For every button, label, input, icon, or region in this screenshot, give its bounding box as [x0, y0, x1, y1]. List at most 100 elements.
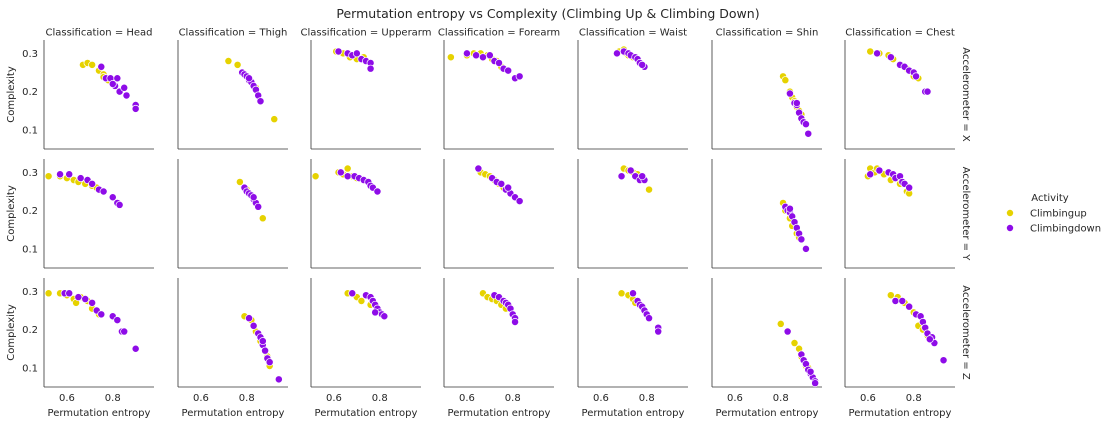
panel-r0-c5: Classification = Shin: [711, 28, 822, 150]
point-climbingdown: [97, 62, 106, 71]
x-tick-label: 0.8: [505, 393, 521, 404]
point-climbingdown: [925, 335, 934, 344]
point-climbingdown: [875, 166, 884, 175]
point-climbingdown: [99, 187, 108, 196]
point-climbingdown: [65, 289, 74, 298]
point-climbingup: [790, 339, 799, 347]
point-climbingdown: [497, 179, 506, 188]
point-climbingdown: [371, 308, 380, 317]
chart-title: Permutation entropy vs Complexity (Climb…: [336, 6, 759, 21]
legend-title: Activity: [1031, 193, 1068, 204]
point-climbingdown: [797, 235, 806, 244]
point-climbingup: [776, 319, 785, 328]
panel-r0-c6: Classification = Chest Accelerometer = X: [844, 28, 971, 150]
point-climbingdown: [76, 174, 85, 183]
point-climbingdown: [274, 375, 283, 384]
point-climbingdown: [495, 58, 503, 67]
row-title: Accelerometer = X: [960, 47, 971, 142]
point-climbingdown: [81, 295, 90, 303]
x-axis-label: Permutation entropy: [315, 408, 418, 419]
y-tick-label: 0.3: [22, 168, 38, 179]
point-climbingdown: [866, 170, 875, 179]
point-climbingdown: [88, 298, 97, 307]
panel-r0-c3: Classification = Forearm: [438, 28, 560, 150]
point-climbingup: [781, 76, 790, 85]
point-climbingup: [617, 289, 626, 298]
point-climbingdown: [462, 49, 471, 58]
point-climbingup: [224, 57, 233, 65]
y-tick-label: 0.3: [22, 49, 38, 60]
x-tick-label: 0.8: [906, 393, 922, 404]
x-axis-label: Permutation entropy: [182, 408, 285, 419]
point-climbingdown: [802, 120, 810, 129]
x-axis-label: Permutation entropy: [582, 408, 685, 419]
y-tick-label: 0.2: [22, 87, 38, 98]
panel-r0-c4: Classification = Waist: [577, 28, 688, 150]
x-tick-label: 0.6: [459, 393, 475, 404]
point-climbingdown: [131, 344, 140, 353]
x-tick-label: 0.8: [639, 393, 655, 404]
x-tick-label: 0.6: [193, 393, 209, 404]
row-title: Accelerometer = Z: [960, 285, 971, 380]
point-climbingup: [446, 53, 455, 62]
point-climbingdown: [56, 170, 64, 179]
point-climbingdown: [97, 310, 106, 319]
panel-r0-c0: Classification = Head 0.1 0.2 0.3 Complexity: [6, 28, 154, 150]
column-title: Classification = Forearm: [438, 28, 560, 39]
point-climbingdown: [65, 170, 74, 179]
point-climbingdown: [122, 91, 131, 100]
point-climbingdown: [249, 193, 258, 202]
column-title: Classification = Thigh: [179, 28, 288, 39]
row-title: Accelerometer = Y: [960, 167, 971, 262]
point-climbingdown: [348, 289, 357, 298]
point-climbingdown: [638, 60, 647, 69]
point-climbingdown: [898, 296, 907, 305]
point-climbingdown: [336, 168, 345, 177]
x-tick-label: 0.8: [773, 393, 789, 404]
panel-r2-c5: 0.6 0.8 Permutation entropy: [711, 278, 822, 419]
point-climbingdown: [115, 200, 124, 209]
column-title: Classification = Chest: [845, 28, 955, 39]
x-tick-label: 0.6: [326, 393, 342, 404]
x-tick-label: 0.8: [372, 393, 388, 404]
point-climbingup: [311, 172, 320, 181]
point-climbingdown: [261, 346, 270, 355]
point-climbingdown: [802, 244, 810, 253]
point-climbingup: [233, 60, 242, 69]
point-climbingdown: [783, 327, 792, 336]
panel-r1-c4: [577, 159, 688, 269]
point-climbingdown: [638, 172, 647, 181]
point-climbingup: [258, 214, 267, 223]
legend-marker-climbingup: [1006, 208, 1015, 217]
point-climbingdown: [939, 356, 948, 365]
panel-r1-c5: [711, 159, 822, 269]
panel-r2-c1: 0.6 0.8 Permutation entropy: [177, 278, 288, 419]
x-axis-label: Permutation entropy: [716, 408, 819, 419]
point-climbingdown: [504, 66, 513, 75]
panel-r1-c0: 0.1 0.2 0.3 Complexity: [6, 159, 154, 269]
y-axis-label: Complexity: [6, 185, 17, 242]
point-climbingdown: [785, 89, 794, 98]
panel-r1-c2: [310, 159, 421, 269]
point-climbingdown: [131, 104, 140, 113]
point-climbingdown: [515, 72, 524, 81]
y-tick-label: 0.1: [22, 125, 38, 136]
point-climbingdown: [654, 327, 663, 336]
point-climbingdown: [249, 321, 258, 330]
point-climbingdown: [804, 129, 813, 138]
point-climbingdown: [343, 172, 352, 181]
point-climbingup: [44, 172, 53, 181]
point-climbingdown: [120, 327, 129, 336]
point-climbingdown: [811, 379, 820, 388]
facet-grid: Classification = Head 0.1 0.2 0.3 Complexity…: [6, 28, 971, 420]
panel-r2-c4: 0.6 0.8 Permutation entropy: [577, 278, 688, 419]
point-climbingdown: [108, 80, 117, 88]
point-climbingdown: [254, 202, 263, 211]
point-climbingdown: [380, 312, 389, 321]
point-climbingdown: [245, 314, 253, 323]
point-climbingdown: [613, 49, 621, 58]
point-climbingup: [645, 185, 653, 194]
x-tick-label: 0.6: [593, 393, 609, 404]
x-tick-label: 0.6: [860, 393, 876, 404]
point-climbingdown: [792, 99, 801, 108]
